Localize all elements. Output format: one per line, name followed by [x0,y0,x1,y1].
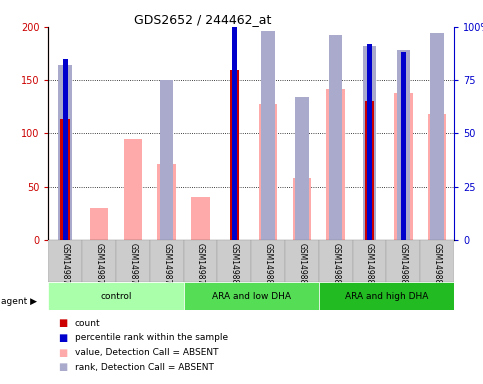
Text: GSM149880: GSM149880 [230,243,239,290]
Bar [285,240,319,282]
Text: count: count [75,319,100,328]
Text: GSM149885: GSM149885 [399,243,408,290]
Text: GSM149878: GSM149878 [162,243,171,290]
Text: agent ▶: agent ▶ [1,297,37,306]
Text: GSM149879: GSM149879 [196,243,205,290]
Bar [259,104,277,240]
Text: ■: ■ [58,333,67,343]
Bar [48,282,184,310]
Text: GSM149875: GSM149875 [61,243,70,290]
Bar [229,70,239,240]
Bar [367,44,372,240]
Bar [232,0,237,240]
Bar [329,35,342,240]
Bar [58,65,72,240]
Bar [353,240,386,282]
Bar [60,119,70,240]
Text: rank, Detection Call = ABSENT: rank, Detection Call = ABSENT [75,362,214,372]
Text: GSM149877: GSM149877 [128,243,137,290]
Bar [217,240,251,282]
Text: percentile rank within the sample: percentile rank within the sample [75,333,228,343]
Text: GSM149882: GSM149882 [298,243,306,290]
Bar [401,53,406,240]
Bar [191,197,210,240]
Text: ■: ■ [58,362,67,372]
Bar [319,282,454,310]
Bar [160,80,173,240]
Bar [48,240,82,282]
Bar [430,33,444,240]
Bar [116,240,150,282]
Bar [327,89,345,240]
Bar [184,282,319,310]
Text: ARA and low DHA: ARA and low DHA [212,291,291,301]
Text: ARA and high DHA: ARA and high DHA [345,291,428,301]
Bar [365,101,374,240]
Bar [82,240,116,282]
Text: GSM149884: GSM149884 [365,243,374,290]
Bar [90,208,108,240]
Bar [150,240,184,282]
Bar [420,240,454,282]
Bar [63,59,68,240]
Text: GSM149883: GSM149883 [331,243,340,290]
Text: control: control [100,291,132,301]
Text: GDS2652 / 244462_at: GDS2652 / 244462_at [134,13,271,26]
Text: GSM149886: GSM149886 [433,243,441,290]
Bar [319,240,353,282]
Text: ■: ■ [58,348,67,358]
Bar [124,139,142,240]
Bar [157,164,176,240]
Bar [394,93,412,240]
Bar [295,97,309,240]
Bar [363,46,376,240]
Bar [293,178,311,240]
Text: GSM149881: GSM149881 [264,243,272,290]
Bar [184,240,217,282]
Bar [428,114,446,240]
Bar [397,50,410,240]
Bar [386,240,420,282]
Bar [251,240,285,282]
Text: value, Detection Call = ABSENT: value, Detection Call = ABSENT [75,348,218,357]
Text: GSM149876: GSM149876 [95,243,103,290]
Bar [261,31,275,240]
Text: ■: ■ [58,318,67,328]
